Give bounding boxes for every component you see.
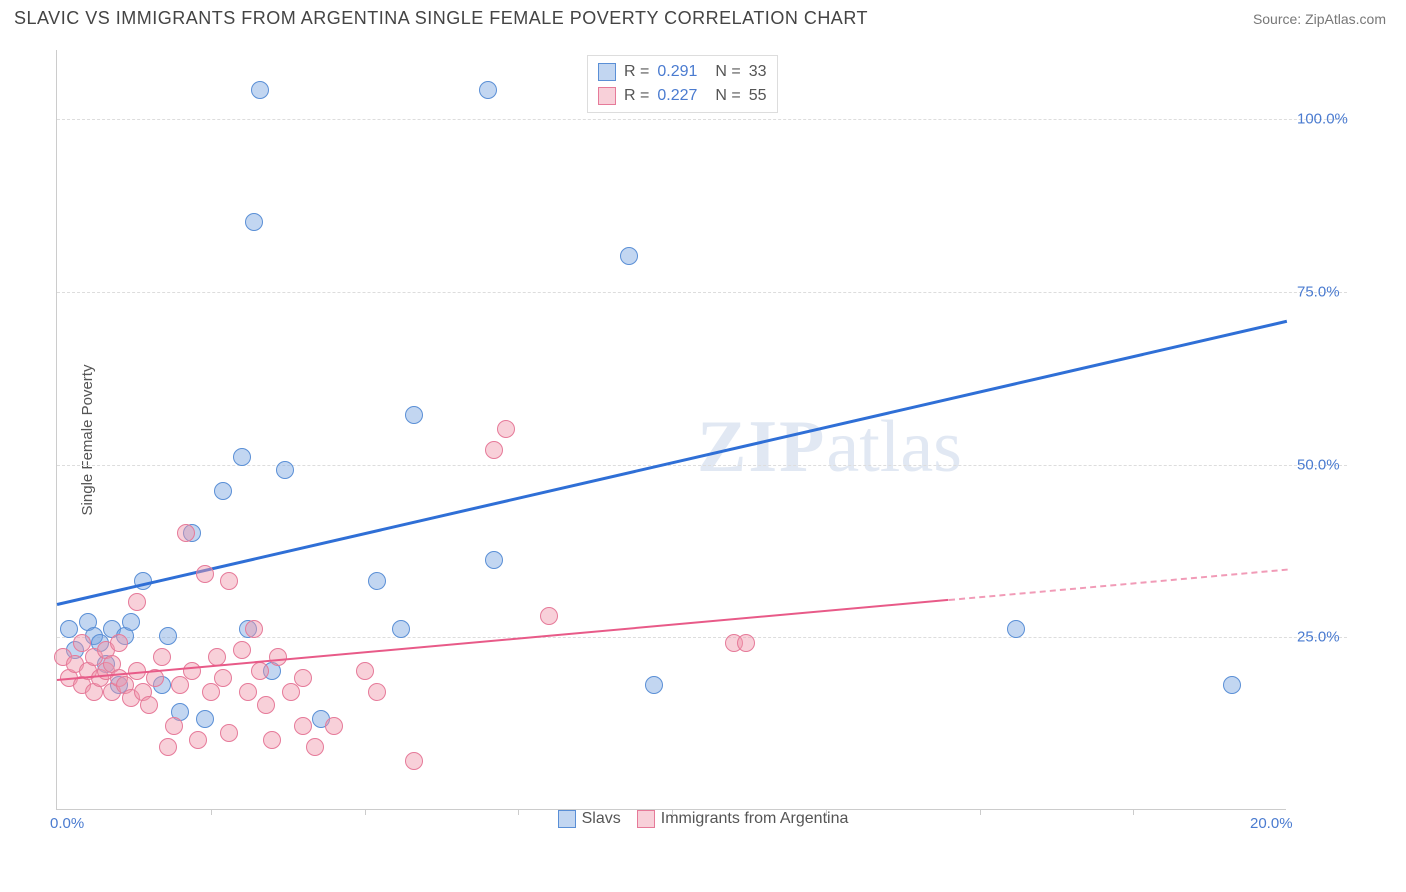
gridline-h <box>57 119 1347 120</box>
data-point <box>110 634 128 652</box>
data-point <box>263 731 281 749</box>
legend-stats-row: R = 0.291 N = 33 <box>598 60 767 84</box>
gridline-h <box>57 292 1347 293</box>
n-value: 55 <box>749 87 767 105</box>
r-label: R = <box>624 87 649 105</box>
data-point <box>233 641 251 659</box>
r-value: 0.227 <box>657 87 697 105</box>
data-point <box>165 717 183 735</box>
data-point <box>1007 620 1025 638</box>
source-attribution: Source: ZipAtlas.com <box>1253 11 1386 27</box>
data-point <box>171 676 189 694</box>
data-point <box>220 572 238 590</box>
n-label: N = <box>715 87 740 105</box>
data-point <box>239 683 257 701</box>
n-label: N = <box>715 63 740 81</box>
data-point <box>405 752 423 770</box>
data-point <box>177 524 195 542</box>
data-point <box>140 696 158 714</box>
data-point <box>153 648 171 666</box>
legend-swatch <box>558 810 576 828</box>
header: SLAVIC VS IMMIGRANTS FROM ARGENTINA SING… <box>0 0 1406 33</box>
data-point <box>220 724 238 742</box>
data-point <box>306 738 324 756</box>
data-point <box>251 81 269 99</box>
data-point <box>1223 676 1241 694</box>
data-point <box>620 247 638 265</box>
data-point <box>325 717 343 735</box>
data-point <box>183 662 201 680</box>
legend-swatch <box>637 810 655 828</box>
data-point <box>294 717 312 735</box>
data-point <box>128 593 146 611</box>
legend-swatch <box>598 63 616 81</box>
x-tick-label: 20.0% <box>1250 815 1293 832</box>
trend-line <box>949 568 1287 600</box>
legend-swatch <box>598 87 616 105</box>
data-point <box>214 482 232 500</box>
n-value: 33 <box>749 63 767 81</box>
trend-line <box>57 599 949 681</box>
data-point <box>645 676 663 694</box>
legend-stats: R = 0.291 N = 33 R = 0.227 N = 55 <box>587 55 778 113</box>
legend-stats-row: R = 0.227 N = 55 <box>598 84 767 108</box>
gridline-h <box>57 465 1347 466</box>
data-point <box>485 551 503 569</box>
data-point <box>159 627 177 645</box>
data-point <box>479 81 497 99</box>
data-point <box>368 683 386 701</box>
data-point <box>497 420 515 438</box>
data-point <box>214 669 232 687</box>
data-point <box>282 683 300 701</box>
data-point <box>356 662 374 680</box>
x-tick-label: 0.0% <box>50 815 84 832</box>
data-point <box>233 448 251 466</box>
legend-label: Slavs <box>582 810 621 828</box>
r-label: R = <box>624 63 649 81</box>
data-point <box>189 731 207 749</box>
data-point <box>122 613 140 631</box>
data-point <box>159 738 177 756</box>
legend-bottom: Slavs Immigrants from Argentina <box>14 810 1392 833</box>
y-tick-label: 100.0% <box>1297 111 1348 128</box>
y-tick-label: 50.0% <box>1297 456 1340 473</box>
y-tick-label: 25.0% <box>1297 629 1340 646</box>
data-point <box>202 683 220 701</box>
data-point <box>257 696 275 714</box>
data-point <box>485 441 503 459</box>
data-point <box>392 620 410 638</box>
legend-label: Immigrants from Argentina <box>661 810 849 828</box>
data-point <box>245 620 263 638</box>
data-point <box>251 662 269 680</box>
data-point <box>196 710 214 728</box>
chart-container: Single Female Poverty ZIPatlas 25.0%50.0… <box>14 40 1392 840</box>
data-point <box>196 565 214 583</box>
r-value: 0.291 <box>657 63 697 81</box>
y-tick-label: 75.0% <box>1297 283 1340 300</box>
chart-title: SLAVIC VS IMMIGRANTS FROM ARGENTINA SING… <box>14 8 868 29</box>
data-point <box>269 648 287 666</box>
data-point <box>368 572 386 590</box>
legend-item: Slavs <box>558 810 621 828</box>
legend-item: Immigrants from Argentina <box>637 810 849 828</box>
data-point <box>737 634 755 652</box>
data-point <box>294 669 312 687</box>
data-point <box>245 213 263 231</box>
watermark-rest: atlas <box>826 406 962 488</box>
plot-area: ZIPatlas 25.0%50.0%75.0%100.0%R =0.291N … <box>56 50 1286 810</box>
data-point <box>540 607 558 625</box>
data-point <box>276 461 294 479</box>
data-point <box>405 406 423 424</box>
watermark-zip: ZIP <box>697 406 826 488</box>
